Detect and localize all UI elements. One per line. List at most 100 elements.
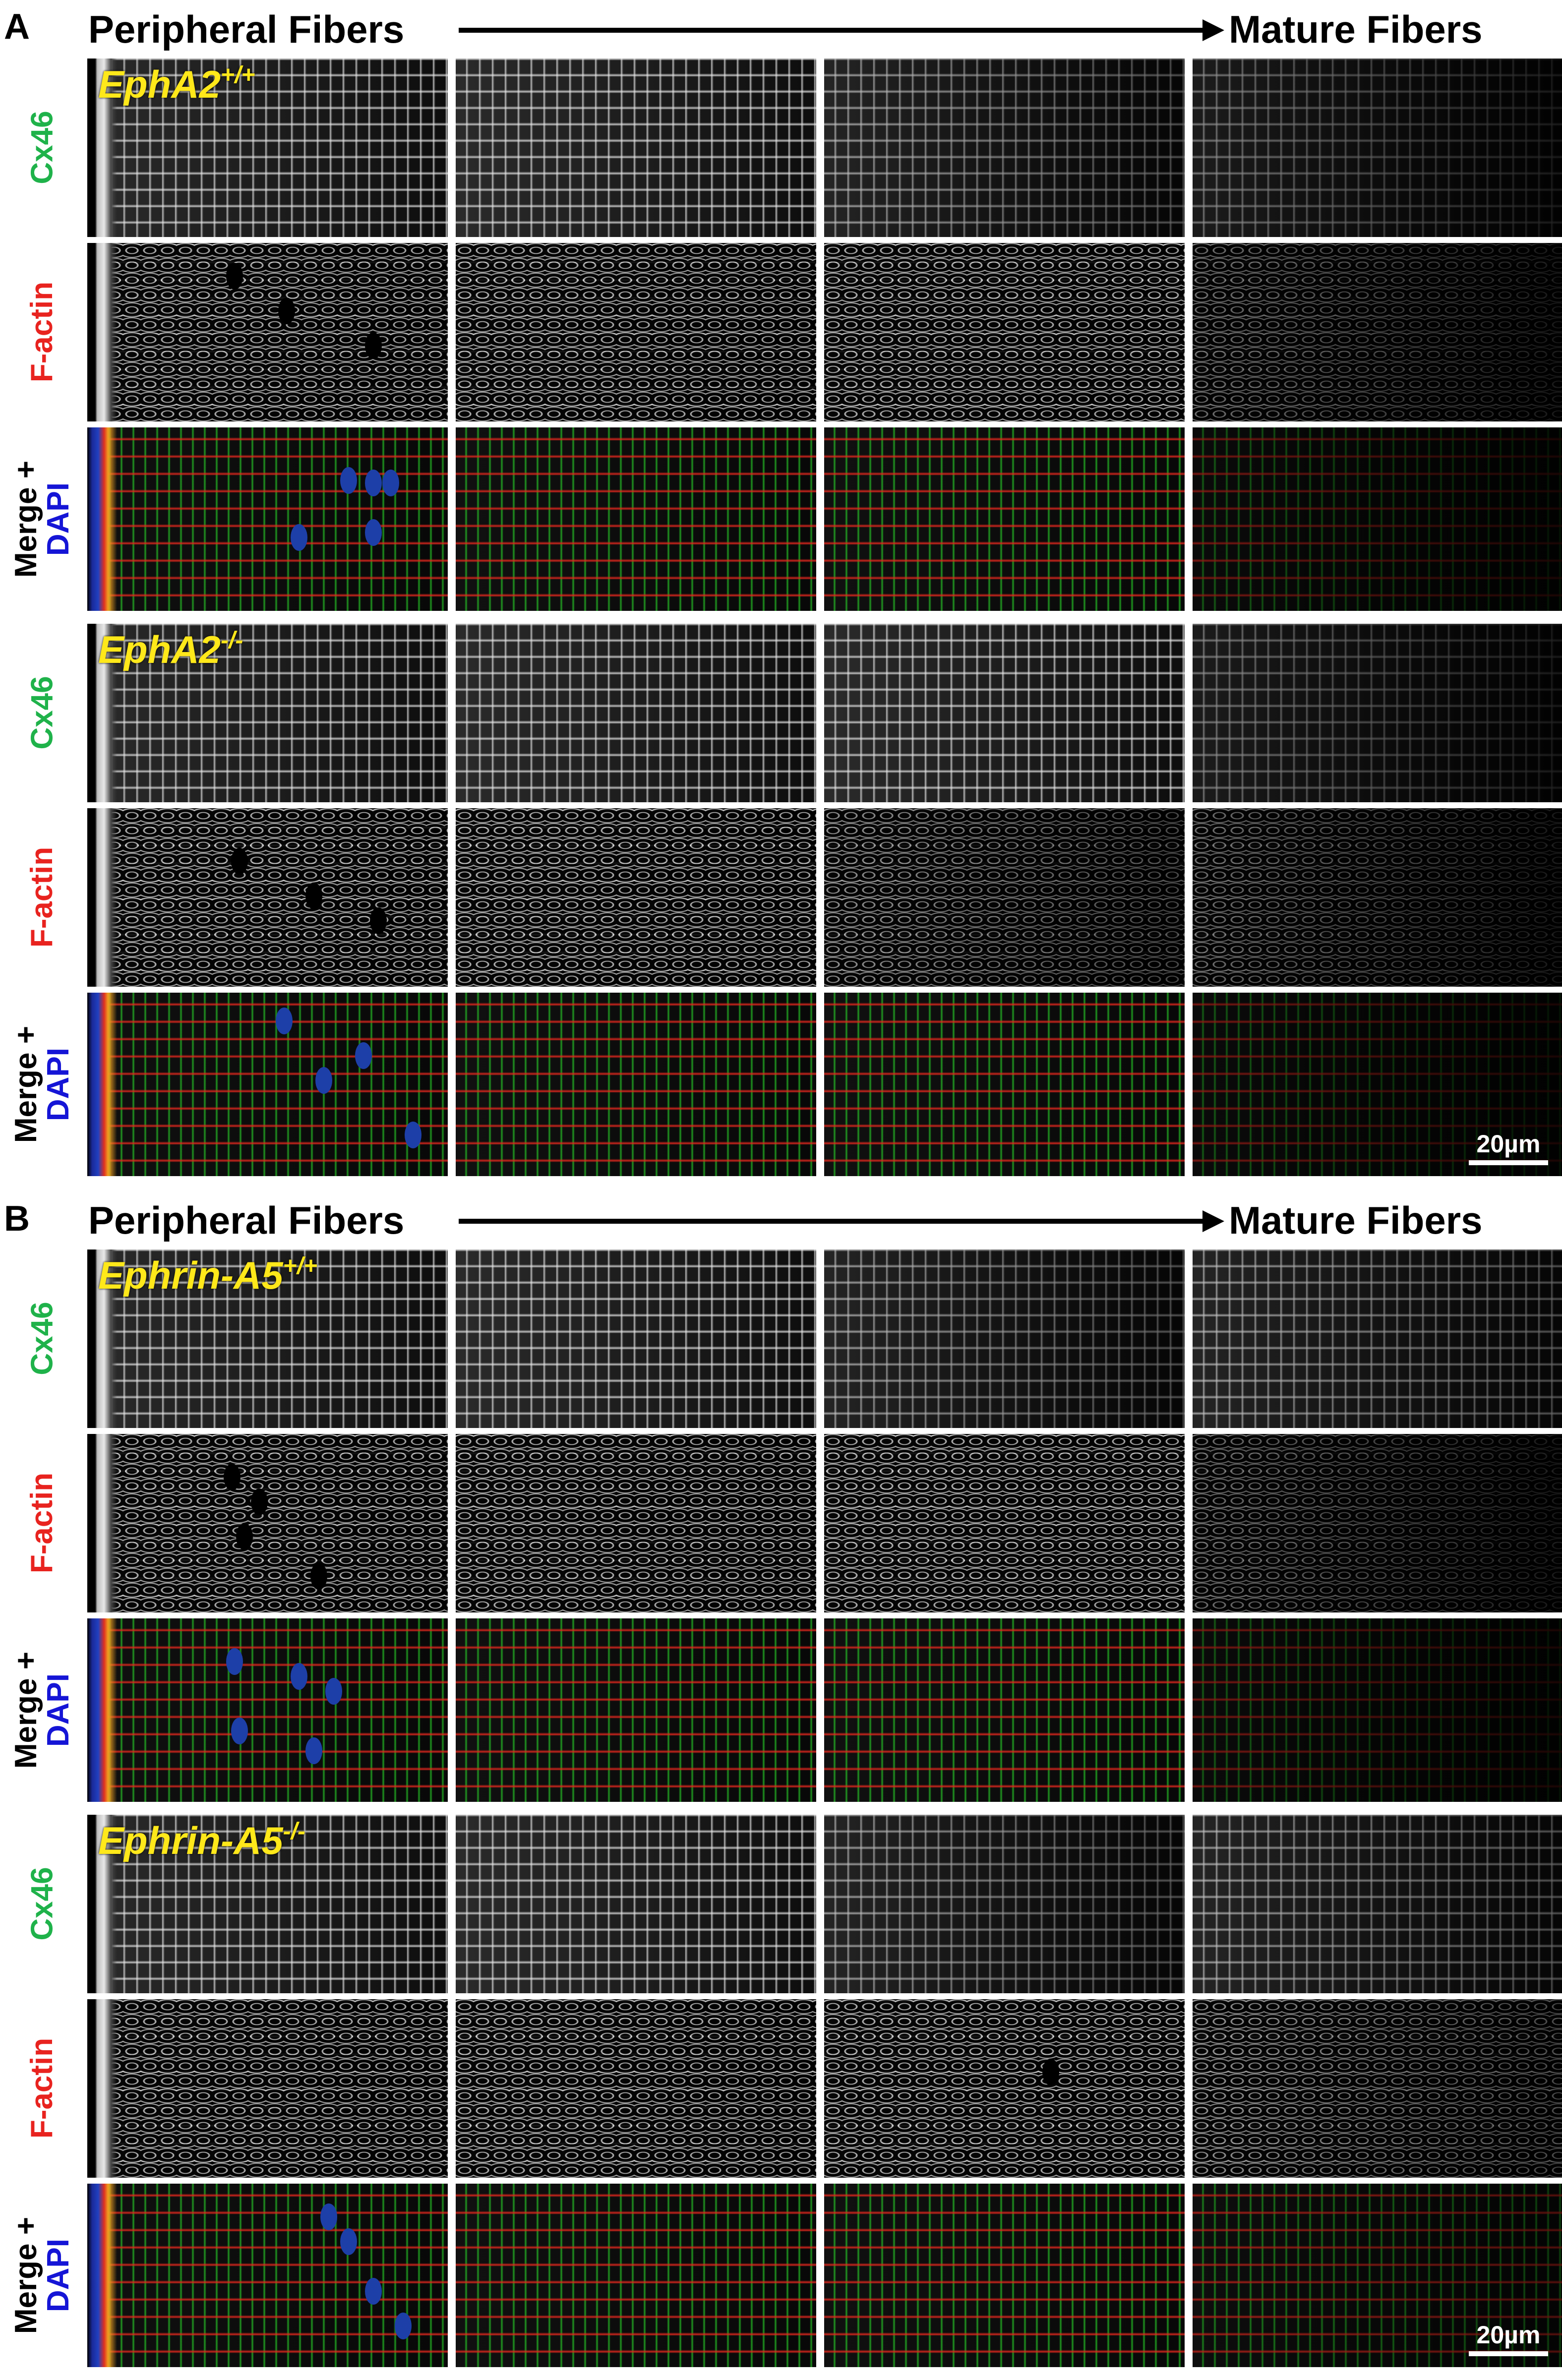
micrograph-tile — [456, 1618, 816, 1802]
micrograph-tile — [824, 59, 1185, 237]
micrograph-tile — [456, 1250, 816, 1428]
nucleus — [395, 2313, 412, 2339]
panel-a: A Peripheral Fibers Mature Fibers Cx46 E… — [0, 7, 1562, 1176]
micrograph-tile — [87, 2184, 448, 2367]
nucleus — [226, 263, 243, 290]
label-dapi: DAPI — [41, 482, 76, 556]
nucleus — [340, 2228, 357, 2255]
micrograph-tile: EphA2-/- — [87, 624, 448, 802]
scale-bar: 20µm — [1469, 1131, 1548, 1165]
micrograph-tile — [87, 808, 448, 987]
micrograph-tile — [456, 993, 816, 1176]
arrow-icon — [459, 19, 1224, 41]
label-merge: Merge + — [8, 1651, 43, 1769]
micrograph-tile — [824, 1999, 1185, 2178]
micrograph-tile — [87, 1999, 448, 2178]
micrograph-tile — [824, 1618, 1185, 1802]
nucleus — [224, 1464, 240, 1490]
lens-edge — [87, 1250, 117, 1428]
nucleus — [365, 2278, 382, 2305]
label-cx46: Cx46 — [25, 676, 60, 750]
row-merge: Merge + DAPI — [0, 1618, 1562, 1802]
genotype-label: Ephrin-A5+/+ — [98, 1253, 318, 1297]
nucleus — [382, 470, 399, 496]
row-merge: Merge + DAPI 20µm — [0, 993, 1562, 1176]
nucleus — [365, 470, 382, 496]
lens-edge — [87, 808, 117, 987]
micrograph-tile — [456, 2184, 816, 2367]
row-cx46: Cx46 Ephrin-A5-/- — [0, 1815, 1562, 1993]
row-factin: F-actin — [0, 1999, 1562, 2178]
micrograph-tile — [1193, 243, 1562, 421]
row-cx46: Cx46 EphA2-/- — [0, 624, 1562, 802]
header-right: Mature Fibers — [1229, 1198, 1483, 1242]
lens-edge — [87, 427, 117, 611]
micrograph-tile — [87, 993, 448, 1176]
nucleus — [226, 1648, 243, 1675]
label-dapi: DAPI — [41, 1673, 76, 1747]
label-merge: Merge + — [8, 2216, 43, 2334]
row-label: Cx46 — [0, 59, 84, 237]
nucleus — [305, 883, 322, 909]
row-cx46: Cx46 Ephrin-A5+/+ — [0, 1250, 1562, 1428]
nucleus — [320, 2203, 337, 2230]
nucleus — [236, 1523, 253, 1550]
lens-edge — [87, 624, 117, 802]
genotype-label: EphA2+/+ — [98, 62, 255, 106]
row-label: F-actin — [0, 243, 84, 421]
nucleus — [251, 1488, 268, 1515]
nucleus — [231, 1718, 248, 1744]
micrograph-tile — [824, 243, 1185, 421]
row-label: F-actin — [0, 808, 84, 987]
micrograph-tile — [824, 624, 1185, 802]
row-label: Cx46 — [0, 1815, 84, 1993]
nucleus — [276, 1008, 293, 1034]
micrograph-tile — [824, 808, 1185, 987]
micrograph-tile — [456, 1999, 816, 2178]
row-label: Merge + DAPI — [0, 1618, 84, 1802]
micrograph-tile — [87, 243, 448, 421]
label-dapi: DAPI — [41, 2238, 76, 2313]
nucleus — [355, 1042, 372, 1069]
nucleus — [310, 1563, 327, 1590]
label-factin: F-actin — [25, 2038, 60, 2139]
micrograph-tile — [456, 1815, 816, 1993]
row-label: Merge + DAPI — [0, 993, 84, 1176]
micrograph-tile — [456, 808, 816, 987]
panel-letter: A — [4, 7, 30, 47]
label-cx46: Cx46 — [25, 111, 60, 185]
lens-edge — [87, 1815, 117, 1993]
lens-edge — [87, 993, 117, 1176]
nucleus — [340, 467, 357, 494]
row-label: Cx46 — [0, 1250, 84, 1428]
micrograph-tile: Ephrin-A5-/- — [87, 1815, 448, 1993]
row-merge: Merge + DAPI 20µm — [0, 2184, 1562, 2367]
header-right: Mature Fibers — [1229, 7, 1483, 51]
micrograph-tile — [824, 427, 1185, 611]
nucleus — [231, 848, 248, 875]
nucleus — [370, 907, 387, 934]
row-merge: Merge + DAPI — [0, 427, 1562, 611]
row-factin: F-actin — [0, 1434, 1562, 1612]
micrograph-tile — [1193, 1250, 1562, 1428]
nucleus — [365, 332, 382, 359]
nucleus — [325, 1678, 342, 1705]
nucleus — [291, 524, 307, 551]
nucleus — [278, 298, 295, 324]
label-factin: F-actin — [25, 282, 60, 383]
micrograph-tile — [456, 1434, 816, 1612]
lens-edge — [87, 2184, 117, 2367]
micrograph-tile — [824, 2184, 1185, 2367]
genotype-label: Ephrin-A5-/- — [98, 1818, 305, 1862]
row-cx46: Cx46 EphA2+/+ — [0, 59, 1562, 237]
lens-edge — [87, 59, 117, 237]
lens-edge — [87, 1999, 117, 2178]
row-label: Cx46 — [0, 624, 84, 802]
micrograph-tile: Ephrin-A5+/+ — [87, 1250, 448, 1428]
row-label: Merge + DAPI — [0, 2184, 84, 2367]
header-left: Peripheral Fibers — [88, 1198, 405, 1242]
micrograph-tile — [456, 243, 816, 421]
scale-bar: 20µm — [1469, 2322, 1548, 2356]
micrograph-tile — [1193, 427, 1562, 611]
row-label: F-actin — [0, 1434, 84, 1612]
